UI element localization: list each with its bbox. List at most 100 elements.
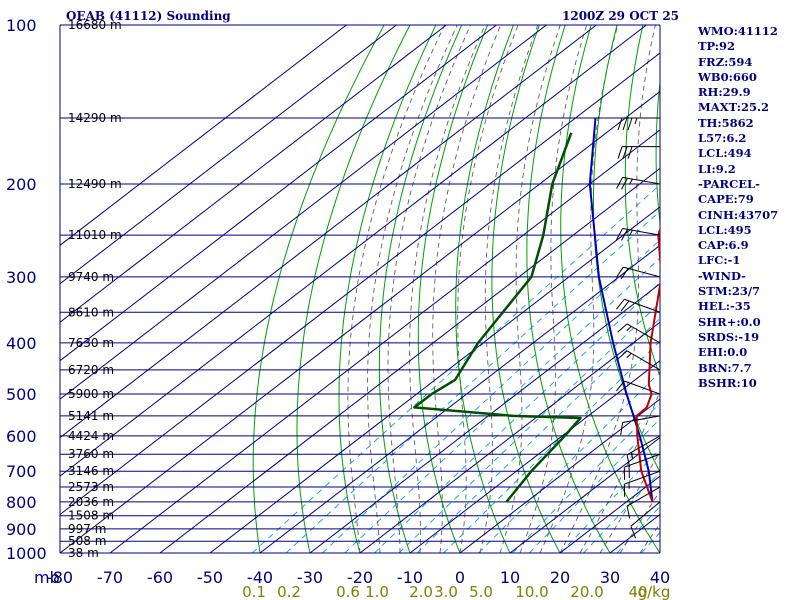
barb-staff [622, 228, 661, 236]
pressure-tick-label: 500 [6, 385, 37, 404]
barb-flag [622, 146, 628, 159]
isotherm [259, 244, 660, 554]
barb-flag [627, 146, 633, 159]
barb-flag [621, 229, 628, 241]
temperature-tick-label: -70 [97, 568, 123, 587]
barb-half-flag [628, 178, 633, 185]
isotherm [60, 25, 647, 477]
wind-barb [617, 350, 661, 371]
wind-barb [623, 470, 661, 497]
barb-staff [626, 323, 661, 344]
index-item: TH:5862 [698, 115, 754, 130]
barb-half-flag [626, 353, 632, 358]
barb-flag [616, 177, 624, 189]
index-item: CAPE:79 [698, 192, 754, 207]
wind-barb [626, 486, 661, 519]
temperature-tick-label: -30 [297, 568, 323, 587]
index-item: L57:6.2 [698, 131, 747, 146]
barb-flag [617, 350, 628, 360]
index-item: RH:29.9 [698, 85, 751, 100]
wind-barb [615, 266, 661, 280]
isotherm [60, 90, 660, 554]
station-title: OEAB (41112) Sounding [66, 9, 231, 23]
isotherm [60, 25, 547, 400]
temperature-tick-label: -20 [347, 568, 373, 587]
temperature-tick-label: 10 [500, 568, 520, 587]
barb-staff [622, 176, 661, 185]
mixing-ratio-label: 40 [628, 583, 647, 600]
isotherm [459, 398, 660, 554]
barb-flag [616, 380, 625, 392]
barb-flag [616, 298, 625, 310]
index-item: STM:23/7 [698, 284, 761, 299]
pressure-tick-label: 200 [6, 175, 37, 194]
barb-staff [624, 380, 661, 395]
temperature-tick-label: -60 [147, 568, 173, 587]
height-label: 12490 m [68, 177, 122, 191]
mixing-ratio-label: 3.0 [434, 583, 458, 600]
temperature-labels: mb-80 -70 -60 -50 -40 -30 -20 -10 0 10 20 30 40 [34, 568, 670, 587]
wind-barb [617, 323, 661, 344]
wind-barb [620, 415, 661, 436]
barb-staff [630, 501, 661, 527]
pressure-tick-label: 700 [6, 462, 37, 481]
temperature-tick-label: 20 [550, 568, 570, 587]
moist-adiabat [409, 25, 486, 554]
dry-adiabat [455, 25, 514, 554]
pressure-tick-label: 600 [6, 427, 37, 446]
isotherm [109, 129, 660, 554]
barb-flag [617, 323, 628, 333]
height-label: 2036 m [68, 495, 114, 509]
height-label: 508 m [68, 534, 106, 548]
height-label: 11010 m [68, 228, 122, 242]
index-item: WMO:41112 [698, 24, 778, 38]
pressure-labels: 100 200 300 400 500 600 700 800 900 1000 [6, 16, 47, 563]
temperature-tick-label: -40 [247, 568, 273, 587]
height-label: 997 m [68, 522, 106, 536]
barb-flag [620, 422, 624, 436]
index-item: LFC:-1 [698, 253, 741, 268]
height-label: 16680 m [68, 18, 122, 32]
wind-barb [616, 228, 661, 241]
index-item: LCL:494 [698, 146, 752, 161]
wind-barb [616, 380, 661, 395]
index-item: EHI:0.0 [698, 345, 748, 360]
dry-adiabat [491, 25, 561, 554]
sounding-datetime: 1200Z 29 OCT 25 [562, 9, 680, 23]
temperature-tick-label: 40 [650, 568, 670, 587]
sounding-profiles [413, 117, 660, 503]
barb-staff [624, 298, 661, 313]
height-label: 6720 m [68, 363, 114, 377]
barb-half-flag [628, 230, 633, 237]
wind-barb [616, 298, 661, 313]
barb-flag [621, 177, 628, 190]
index-item: CINH:43707 [698, 207, 779, 222]
wind-barb [623, 453, 661, 480]
index-item: LI:9.2 [698, 161, 736, 176]
index-item: WB0:660 [698, 69, 757, 84]
height-labels: 16680 m 14290 m 12490 m 11010 m 9740 m 8610 m… [68, 18, 122, 560]
height-label: 14290 m [68, 111, 122, 125]
height-label: 8610 m [68, 305, 114, 319]
isotherm [509, 436, 660, 554]
mixing-ratio-label: 2.0 [409, 583, 433, 600]
mixing-ratio-label: 20.0 [570, 583, 603, 600]
pressure-tick-label: 400 [6, 334, 37, 353]
index-item: FRZ:594 [698, 54, 753, 69]
isotherm [60, 25, 497, 362]
height-label: 3760 m [68, 447, 114, 461]
mixing-ratio-label: 0.2 [277, 583, 301, 600]
index-item: -PARCEL- [698, 176, 760, 191]
index-item: LCL:495 [698, 222, 752, 237]
barb-staff [624, 470, 661, 485]
mixing-ratio-labels: 0.1 0.2 0.6 1.0 2.0 3.0 5.0 10.0 20.0 40g/kg [242, 583, 670, 600]
mixing-ratio-label: 5.0 [469, 583, 493, 600]
index-item: MAXT:25.2 [698, 100, 769, 115]
wind-barb [630, 501, 661, 539]
pressure-tick-label: 1000 [6, 544, 47, 563]
height-label: 1508 m [68, 509, 114, 523]
barb-flag [627, 117, 633, 131]
y-unit-label: mb [34, 568, 60, 587]
barb-flag [626, 505, 631, 519]
barb-flag [617, 117, 623, 131]
